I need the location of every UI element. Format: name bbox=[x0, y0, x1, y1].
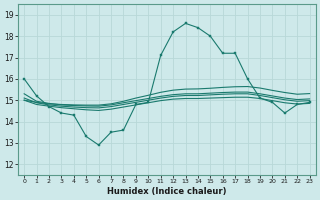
X-axis label: Humidex (Indice chaleur): Humidex (Indice chaleur) bbox=[107, 187, 227, 196]
